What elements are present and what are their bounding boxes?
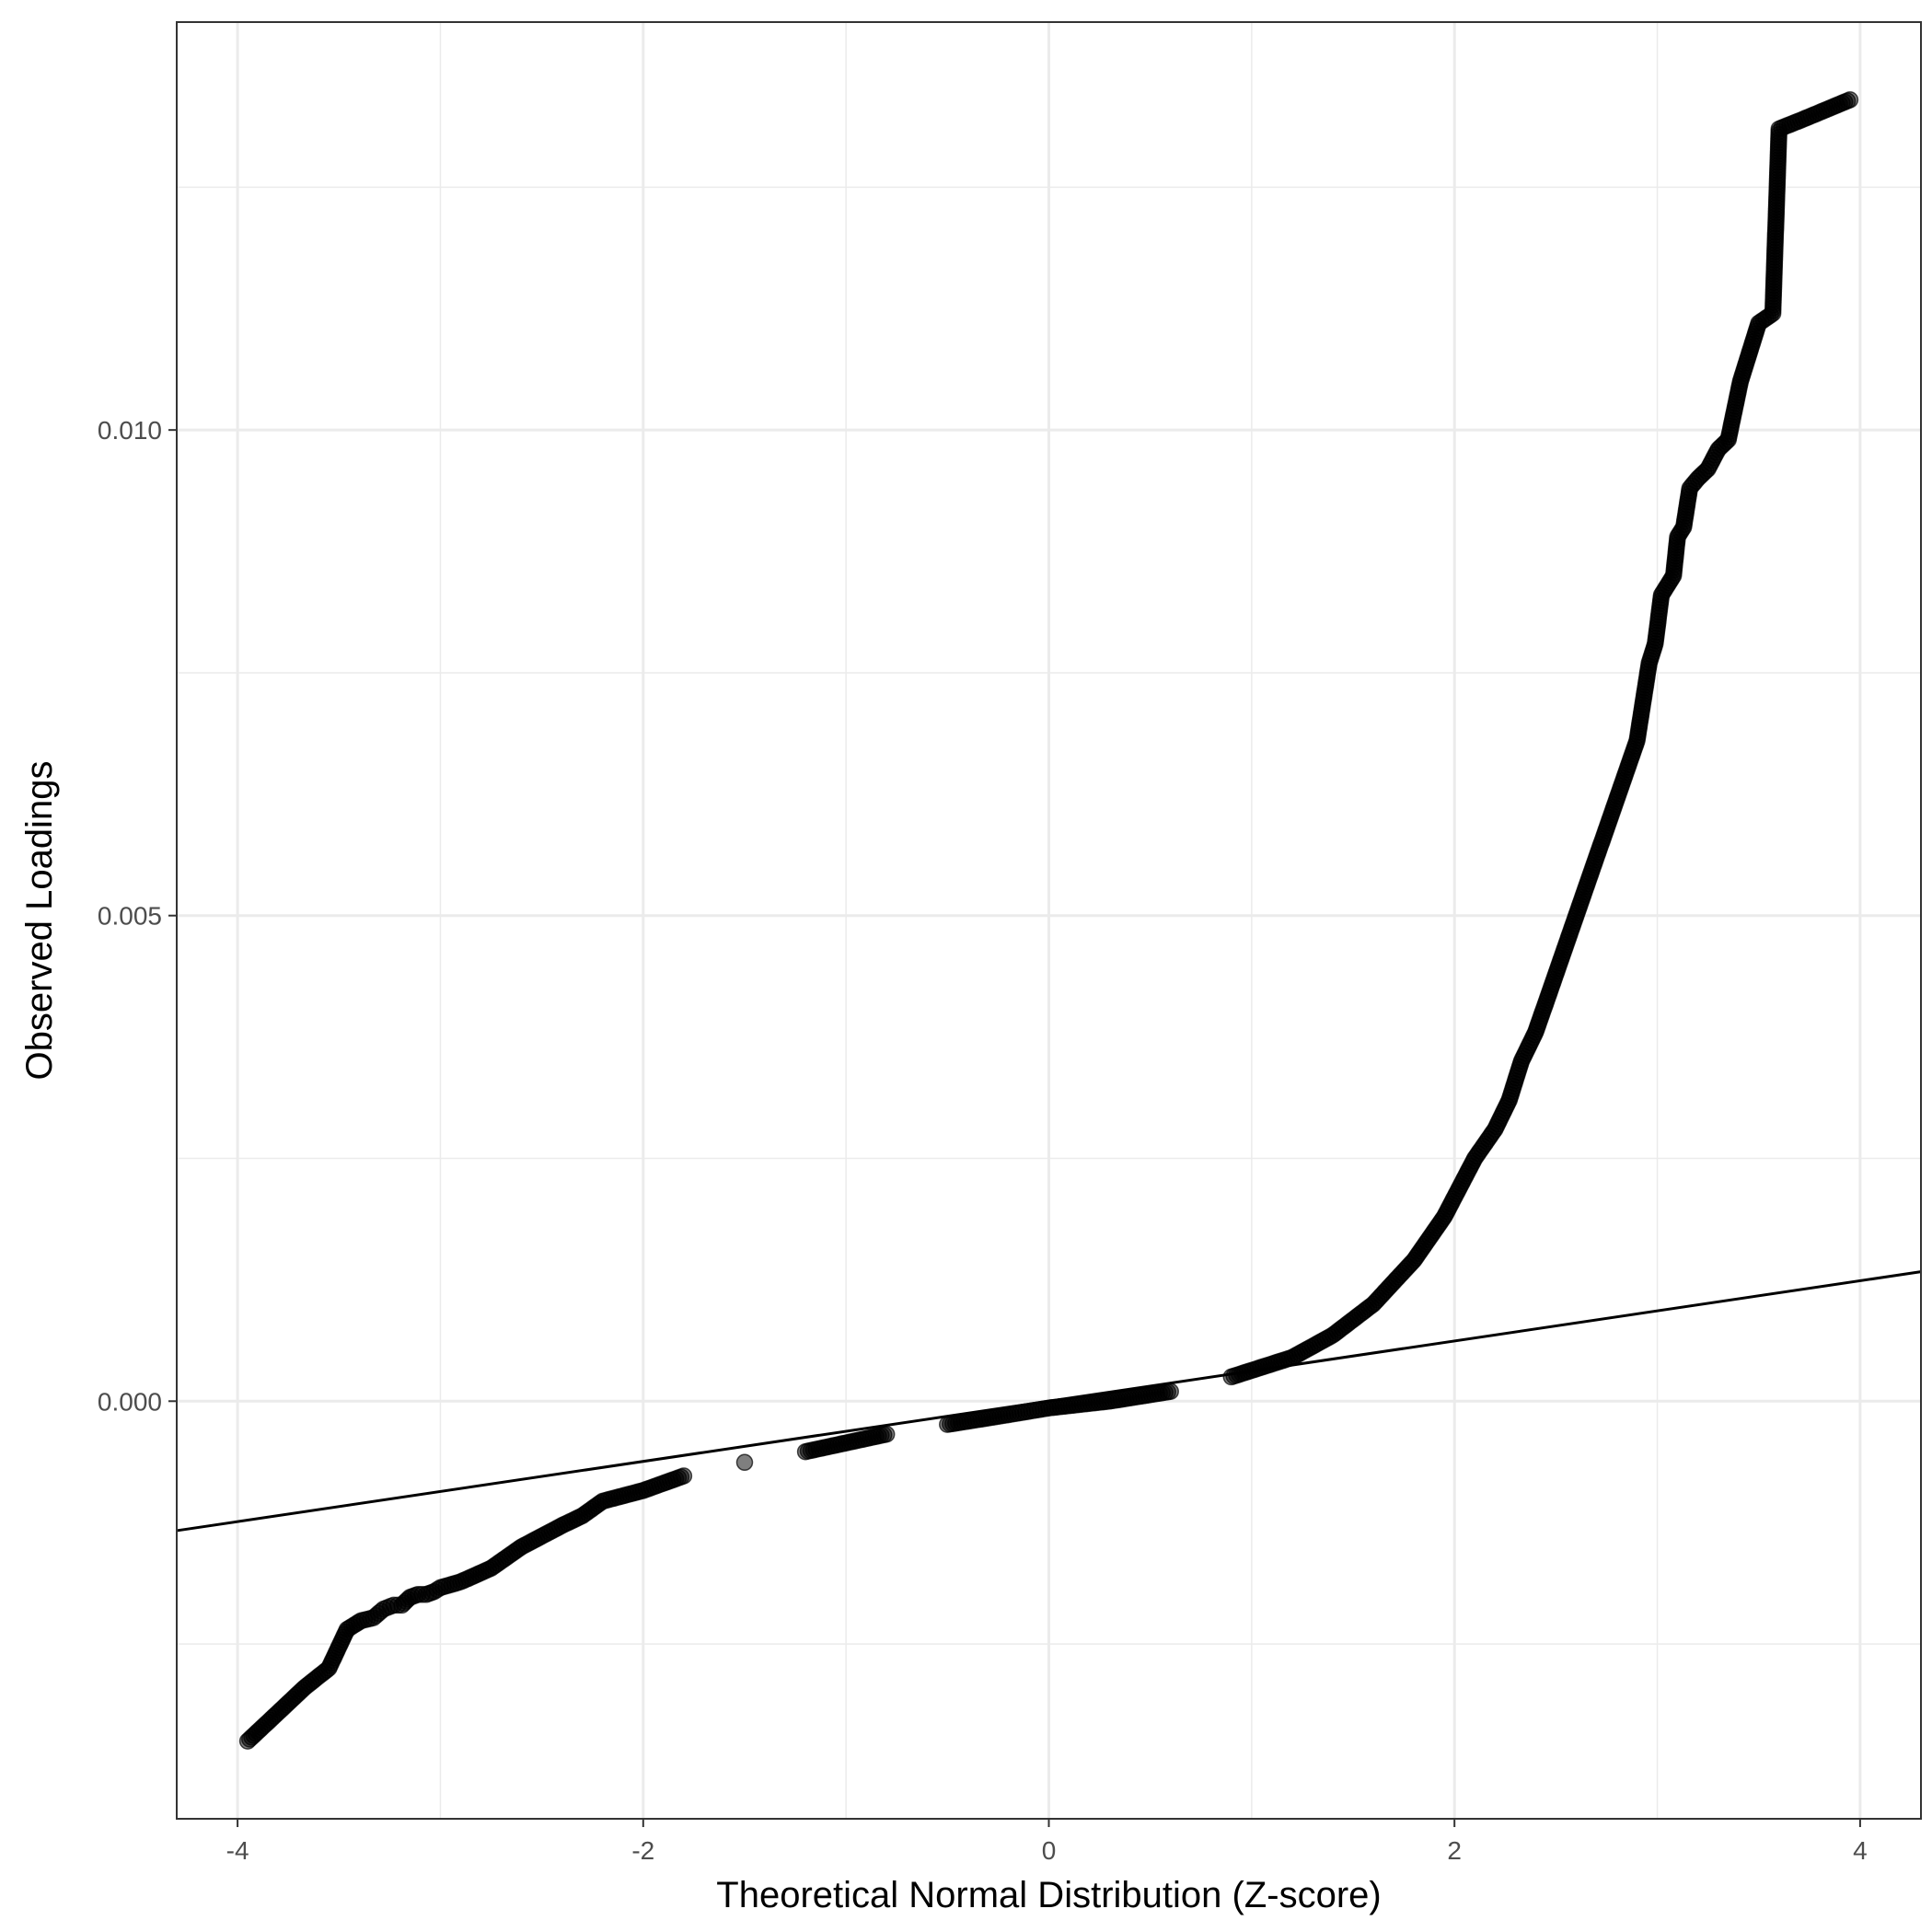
x-axis-ticks: -4 -2 0 2 4: [226, 1819, 1868, 1865]
x-tick-label: 0: [1042, 1836, 1057, 1865]
y-tick-label: 0.005: [98, 902, 162, 931]
x-axis-title: Theoretical Normal Distribution (Z-score…: [716, 1875, 1381, 1915]
data-point: [735, 1453, 754, 1472]
data-point: [675, 1467, 693, 1485]
data-point: [877, 1425, 896, 1443]
x-tick-label: -2: [631, 1836, 654, 1865]
major-gridlines: [177, 22, 1921, 1819]
data-point: [1841, 91, 1859, 109]
x-tick-label: 2: [1447, 1836, 1462, 1865]
x-tick-label: 4: [1853, 1836, 1868, 1865]
y-axis-ticks: 0.000 0.005 0.010: [98, 416, 177, 1416]
reference-line: [176, 1270, 1922, 1533]
y-tick-label: 0.000: [98, 1387, 162, 1416]
y-tick-label: 0.010: [98, 416, 162, 445]
x-tick-label: -4: [226, 1836, 249, 1865]
data-point: [1162, 1382, 1179, 1400]
y-axis-title: Observed Loadings: [19, 761, 60, 1081]
data-points: [238, 91, 1859, 1750]
